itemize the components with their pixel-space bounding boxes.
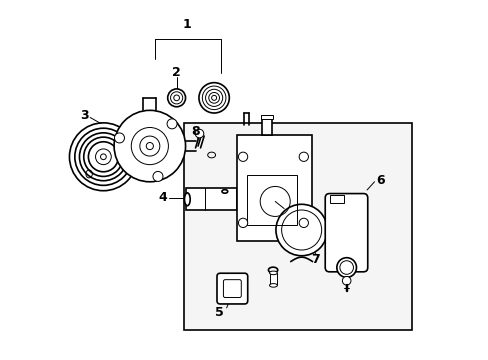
Ellipse shape <box>336 258 356 277</box>
Circle shape <box>167 119 177 129</box>
Bar <box>269 273 277 285</box>
Bar <box>247 175 297 225</box>
Circle shape <box>299 152 308 161</box>
FancyBboxPatch shape <box>223 280 241 297</box>
Bar <box>329 195 343 203</box>
Circle shape <box>195 129 203 138</box>
Bar <box>185 188 237 210</box>
Circle shape <box>238 152 247 161</box>
Bar <box>236 135 311 241</box>
Ellipse shape <box>199 83 229 113</box>
Bar <box>261 116 272 135</box>
Ellipse shape <box>269 284 277 287</box>
Bar <box>261 115 272 119</box>
FancyBboxPatch shape <box>325 194 367 272</box>
Circle shape <box>153 171 163 181</box>
Ellipse shape <box>167 89 185 107</box>
Circle shape <box>146 143 153 150</box>
Bar <box>183 123 411 330</box>
Text: 5: 5 <box>215 306 224 319</box>
Circle shape <box>238 218 247 228</box>
Circle shape <box>114 133 124 143</box>
Circle shape <box>101 154 106 159</box>
Circle shape <box>299 218 308 228</box>
Text: 3: 3 <box>80 109 89 122</box>
Text: 2: 2 <box>172 66 181 79</box>
Circle shape <box>275 204 326 256</box>
Circle shape <box>342 276 350 285</box>
Text: 4: 4 <box>158 192 166 204</box>
Ellipse shape <box>184 193 190 206</box>
Text: 7: 7 <box>311 253 320 266</box>
FancyBboxPatch shape <box>217 273 247 304</box>
Text: 1: 1 <box>183 18 191 31</box>
Text: 8: 8 <box>190 125 199 138</box>
Ellipse shape <box>269 271 277 275</box>
Circle shape <box>114 111 185 182</box>
Text: 6: 6 <box>375 174 384 186</box>
